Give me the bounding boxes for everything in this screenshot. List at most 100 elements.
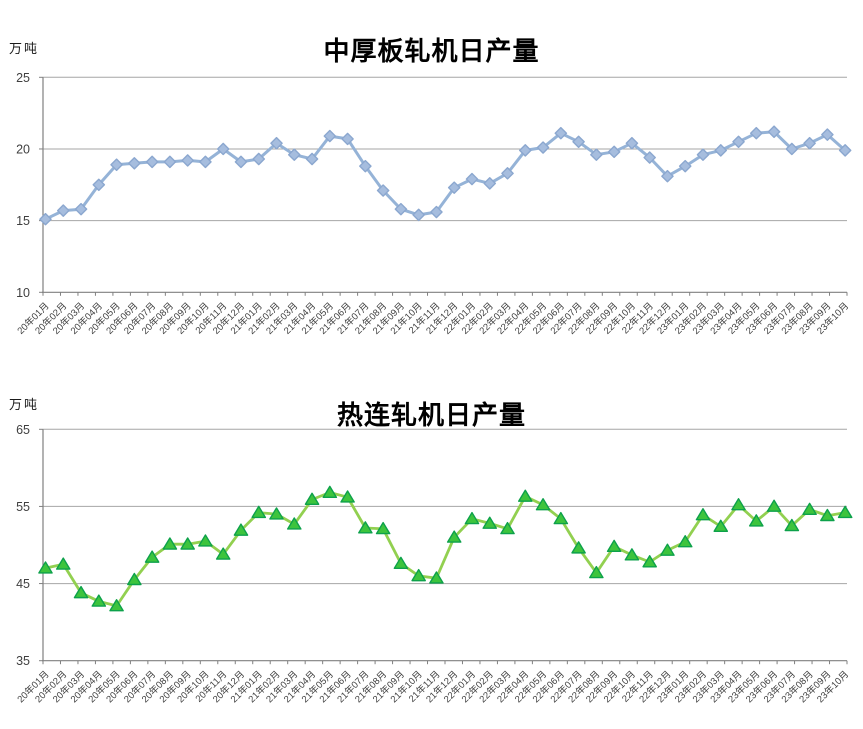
y-tick-label: 15 (16, 214, 30, 228)
data-point-marker (660, 543, 675, 556)
data-point-marker (286, 517, 302, 530)
data-point-marker (446, 530, 462, 543)
data-point-marker (144, 550, 160, 563)
data-point-marker (127, 572, 142, 586)
data-point-marker (536, 141, 550, 154)
data-point-marker (323, 129, 337, 143)
data-point-marker (553, 511, 569, 525)
data-point-marker (589, 565, 604, 579)
data-point-marker (518, 144, 532, 157)
data-point-marker (180, 537, 195, 550)
data-point-marker (590, 148, 603, 161)
data-point-marker (199, 155, 212, 169)
chart-title-hot-strip: 热连轧机日产量 (336, 401, 526, 430)
data-point-marker (376, 184, 390, 197)
data-point-marker (412, 208, 425, 222)
data-point-marker (393, 556, 409, 570)
data-point-marker (606, 539, 622, 553)
y-tick-label: 20 (16, 142, 30, 156)
data-point-marker (251, 505, 267, 519)
data-point-marker (269, 507, 284, 520)
data-point-marker (109, 599, 124, 612)
data-point-marker (731, 497, 746, 511)
data-point-marker (501, 167, 514, 180)
data-point-marker (429, 571, 444, 584)
y-tick-label: 10 (16, 286, 30, 300)
data-point-marker (837, 505, 853, 519)
y-tick-label: 35 (16, 654, 30, 668)
data-point-marker (55, 557, 71, 570)
data-point-marker (375, 521, 391, 535)
data-point-marker (233, 523, 249, 536)
data-point-marker (215, 547, 231, 560)
data-point-marker (358, 521, 373, 534)
data-point-marker (163, 155, 177, 169)
data-point-marker (517, 489, 533, 502)
y-axis-unit-label-plate-mill: 万吨 (9, 41, 40, 56)
data-point-marker (838, 144, 852, 157)
data-point-marker (39, 212, 52, 226)
y-tick-label: 65 (16, 423, 30, 437)
data-point-marker (73, 585, 89, 599)
data-point-marker (198, 534, 213, 547)
data-point-marker (803, 136, 816, 150)
data-point-marker (162, 537, 178, 550)
data-point-marker (802, 502, 817, 516)
data-point-marker (216, 142, 230, 156)
data-point-marker (750, 126, 763, 140)
data-point-marker (767, 125, 781, 139)
data-point-marker (714, 144, 728, 157)
data-point-marker (340, 490, 355, 503)
data-point-marker (554, 126, 568, 140)
y-tick-label: 25 (16, 71, 30, 85)
data-point-marker (38, 561, 53, 574)
data-point-marker (411, 568, 426, 582)
data-point-marker (732, 135, 745, 149)
data-point-marker (92, 178, 106, 192)
data-point-marker (359, 159, 372, 173)
data-point-marker (394, 202, 408, 216)
data-point-marker (110, 158, 123, 172)
data-point-marker (252, 152, 266, 166)
data-point-marker (713, 519, 729, 532)
data-point-marker (270, 136, 283, 150)
data-point-marker (181, 154, 194, 167)
data-point-marker (677, 535, 693, 548)
data-point-marker (287, 148, 301, 161)
data-point-marker (465, 172, 479, 186)
data-point-marker (607, 145, 621, 159)
data-point-marker (820, 508, 835, 522)
data-point-marker (643, 151, 656, 164)
series-line (44, 491, 847, 608)
data-point-marker (624, 548, 640, 561)
data-point-marker (625, 136, 639, 150)
data-point-marker (145, 155, 159, 169)
data-point-marker (678, 159, 692, 173)
plate-mill-plot: 2520151020年01月20年02月20年03月20年04月20年05月20… (15, 71, 852, 337)
data-point-marker (304, 492, 320, 505)
data-point-marker (572, 135, 585, 149)
y-axis-unit-label-hot-strip: 万吨 (9, 397, 40, 412)
data-point-marker (483, 177, 497, 190)
data-point-marker (128, 157, 141, 170)
data-point-marker (696, 148, 710, 161)
data-point-marker (482, 516, 498, 529)
data-point-marker (766, 499, 782, 512)
data-point-marker (500, 521, 515, 535)
data-point-marker (464, 511, 480, 525)
series-line (44, 130, 847, 221)
data-point-marker (749, 514, 764, 527)
data-point-marker (535, 497, 551, 511)
y-tick-label: 45 (16, 577, 30, 591)
chart-title-plate-mill: 中厚板轧机日产量 (323, 37, 540, 66)
data-point-marker (571, 541, 586, 554)
data-point-marker (74, 202, 88, 216)
data-point-marker (234, 155, 248, 169)
data-point-marker (785, 142, 799, 156)
data-point-marker (305, 152, 319, 166)
data-point-marker (322, 485, 338, 499)
data-point-marker (447, 181, 461, 194)
data-point-marker (341, 132, 354, 146)
